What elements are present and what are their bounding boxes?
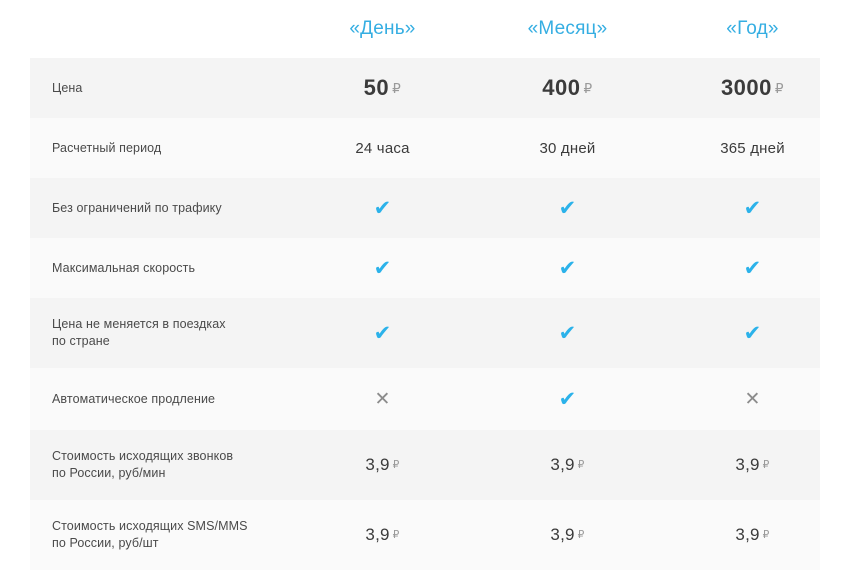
label-line-2: по стране bbox=[52, 334, 110, 348]
check-icon: ✔ bbox=[743, 196, 762, 220]
label-line-2: по России, руб/шт bbox=[52, 536, 159, 550]
value-text: 3,9 bbox=[365, 525, 390, 544]
table-row: Стоимость исходящих звонков по России, р… bbox=[30, 430, 820, 500]
row-label-same-price-travel: Цена не меняется в поездках по стране bbox=[30, 316, 290, 350]
label-line-2: по России, руб/мин bbox=[52, 466, 166, 480]
check-icon: ✔ bbox=[743, 321, 762, 345]
cell-unlimited-traffic-day: ✔ bbox=[290, 198, 475, 219]
table-row: Автоматическое продление ✕ ✔ ✕ bbox=[30, 368, 820, 430]
cell-period-month: 30 дней bbox=[539, 139, 596, 157]
rouble-sign: ₽ bbox=[774, 81, 785, 96]
cross-icon: ✕ bbox=[744, 388, 761, 410]
plan-header-month[interactable]: «Месяц» bbox=[527, 18, 608, 39]
label-line-1: Стоимость исходящих звонков bbox=[52, 449, 234, 463]
cell-calls-cost-day: 3,9 ₽ bbox=[290, 455, 475, 475]
row-label-outgoing-calls-cost: Стоимость исходящих звонков по России, р… bbox=[30, 448, 290, 482]
table-row: Расчетный период 24 часа 30 дней 365 дне… bbox=[30, 118, 820, 178]
rouble-sign: ₽ bbox=[392, 81, 402, 96]
cell-max-speed-year: ✔ bbox=[660, 258, 845, 279]
check-icon: ✔ bbox=[373, 321, 392, 345]
table-row: Цена 50 ₽ 400 ₽ 3000 ₽ bbox=[30, 58, 820, 118]
rouble-sign: ₽ bbox=[577, 529, 585, 541]
cell-period-year: 365 дней bbox=[720, 139, 785, 157]
table-row: Максимальная скорость ✔ ✔ ✔ bbox=[30, 238, 820, 298]
cell-sms-cost-year: 3,9 ₽ bbox=[660, 525, 845, 545]
label-line-1: Стоимость исходящих SMS/MMS bbox=[52, 519, 248, 533]
value-text: 3,9 bbox=[365, 455, 390, 474]
value-text: 3000 bbox=[720, 75, 772, 100]
table-row: Цена не меняется в поездках по стране ✔ … bbox=[30, 298, 820, 368]
value-text: 3,9 bbox=[550, 455, 575, 474]
check-icon: ✔ bbox=[558, 321, 577, 345]
rouble-sign: ₽ bbox=[392, 459, 400, 471]
value-text: 3,9 bbox=[735, 525, 760, 544]
rouble-sign: ₽ bbox=[762, 459, 770, 471]
cell-price-day: 50 ₽ bbox=[290, 75, 475, 101]
row-label-max-speed: Максимальная скорость bbox=[52, 260, 196, 275]
plan-header-year[interactable]: «Год» bbox=[726, 18, 779, 39]
row-label-price: Цена bbox=[52, 80, 83, 95]
value-text: 50 bbox=[363, 75, 390, 100]
plan-header-day[interactable]: «День» bbox=[349, 18, 416, 39]
cell-auto-renewal-month: ✔ bbox=[475, 389, 660, 410]
rouble-sign: ₽ bbox=[583, 81, 593, 96]
row-label-unlimited-traffic: Без ограничений по трафику bbox=[52, 200, 222, 215]
cell-auto-renewal-year: ✕ bbox=[660, 390, 845, 409]
value-text: 3,9 bbox=[735, 455, 760, 474]
cell-calls-cost-month: 3,9 ₽ bbox=[475, 455, 660, 475]
rouble-sign: ₽ bbox=[577, 459, 585, 471]
table-body: Цена 50 ₽ 400 ₽ 3000 ₽ Расчетный период 24 … bbox=[30, 58, 820, 570]
cell-same-price-travel-day: ✔ bbox=[290, 323, 475, 344]
check-icon: ✔ bbox=[373, 196, 392, 220]
cell-unlimited-traffic-year: ✔ bbox=[660, 198, 845, 219]
table-header-row: «День» «Месяц» «Год» bbox=[30, 0, 850, 58]
rouble-sign: ₽ bbox=[762, 529, 770, 541]
check-icon: ✔ bbox=[558, 196, 577, 220]
row-label-outgoing-sms-cost: Стоимость исходящих SMS/MMS по России, р… bbox=[30, 518, 290, 552]
table-row: Стоимость исходящих SMS/MMS по России, р… bbox=[30, 500, 820, 570]
table-row: Без ограничений по трафику ✔ ✔ ✔ bbox=[30, 178, 820, 238]
cell-sms-cost-day: 3,9 ₽ bbox=[290, 525, 475, 545]
check-icon: ✔ bbox=[743, 256, 762, 280]
cell-unlimited-traffic-month: ✔ bbox=[475, 198, 660, 219]
cell-calls-cost-year: 3,9 ₽ bbox=[660, 455, 845, 475]
check-icon: ✔ bbox=[558, 256, 577, 280]
cell-same-price-travel-year: ✔ bbox=[660, 323, 845, 344]
cell-auto-renewal-day: ✕ bbox=[290, 390, 475, 409]
cell-price-year: 3000 ₽ bbox=[660, 75, 845, 101]
check-icon: ✔ bbox=[558, 387, 577, 411]
label-line-1: Цена не меняется в поездках bbox=[52, 317, 226, 331]
rouble-sign: ₽ bbox=[392, 529, 400, 541]
cell-max-speed-month: ✔ bbox=[475, 258, 660, 279]
cell-same-price-travel-month: ✔ bbox=[475, 323, 660, 344]
cell-sms-cost-month: 3,9 ₽ bbox=[475, 525, 660, 545]
value-text: 3,9 bbox=[550, 525, 575, 544]
row-label-auto-renewal: Автоматическое продление bbox=[52, 391, 216, 406]
cell-price-month: 400 ₽ bbox=[475, 75, 660, 101]
cell-max-speed-day: ✔ bbox=[290, 258, 475, 279]
cross-icon: ✕ bbox=[374, 388, 391, 410]
row-label-billing-period: Расчетный период bbox=[52, 140, 162, 155]
value-text: 400 bbox=[542, 75, 581, 100]
check-icon: ✔ bbox=[373, 256, 392, 280]
cell-period-day: 24 часа bbox=[355, 139, 410, 157]
